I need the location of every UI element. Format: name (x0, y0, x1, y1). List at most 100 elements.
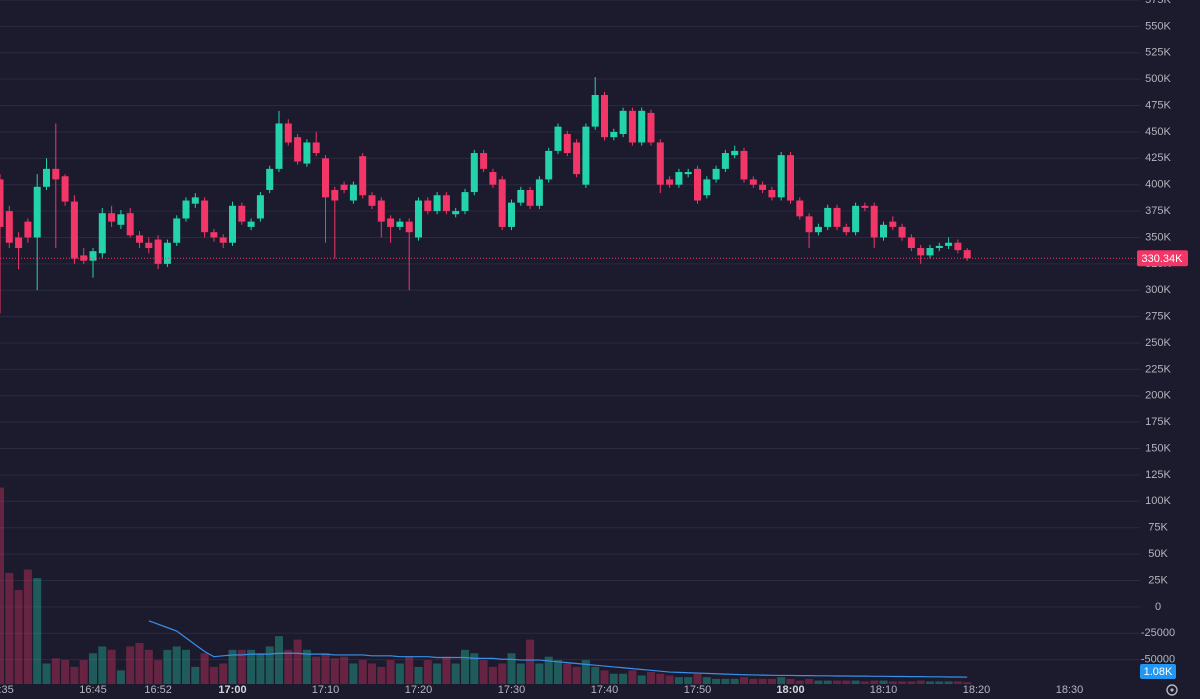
volume-bar (888, 681, 897, 684)
y-tick-label: 350K (1145, 231, 1171, 243)
candle-body (740, 150, 748, 180)
volume-bar (516, 663, 525, 684)
candle-body (442, 195, 450, 212)
candle-body (805, 216, 813, 233)
volume-bar (340, 656, 349, 684)
candle-body (535, 179, 543, 206)
candle-body (508, 202, 515, 227)
volume-bar (98, 646, 107, 684)
candle-body (573, 142, 581, 175)
candle-body (182, 200, 190, 219)
volume-bar (349, 663, 358, 684)
candle-body (405, 221, 413, 233)
candle-body (945, 242, 953, 246)
volume-bar (209, 666, 218, 684)
volume-bar (433, 663, 442, 684)
candle-body (777, 155, 785, 198)
candle-body (424, 200, 432, 212)
candle-body (694, 168, 701, 201)
candle-body (684, 172, 692, 175)
candle-body (154, 239, 162, 264)
volume-bar (182, 649, 190, 684)
volume-bar (554, 660, 562, 684)
candle-body (489, 172, 497, 185)
settings-icon-dot (1170, 688, 1174, 692)
volume-bar (302, 649, 311, 684)
candle-body (201, 200, 209, 233)
candle-body (498, 179, 506, 227)
volume-bar (879, 680, 888, 684)
candle-body (136, 235, 143, 243)
candle-body (907, 237, 915, 249)
volume-bar (23, 569, 32, 684)
volume-bar (665, 675, 674, 684)
volume-bar (5, 572, 14, 684)
x-tick-label: 17:10 (312, 684, 340, 696)
volume-bar (89, 653, 97, 684)
candle-body (117, 214, 125, 225)
volume-bar (851, 680, 860, 684)
y-tick-label: 300K (1145, 284, 1171, 296)
volume-bar (870, 680, 879, 684)
candle-body (303, 142, 311, 164)
volume-bar (284, 649, 293, 684)
y-tick-label: -25000 (1141, 627, 1175, 639)
volume-bar (135, 643, 144, 684)
candle-body (452, 211, 460, 215)
candle-body (266, 168, 274, 190)
candle-body (889, 221, 897, 227)
candle-body (935, 245, 943, 249)
candle-body (842, 226, 850, 233)
x-tick-label: 18:30 (1056, 684, 1084, 696)
price-axis-panel (1140, 0, 1200, 699)
candle-body (349, 184, 357, 201)
candle-body (480, 153, 488, 169)
volume-bar (823, 680, 832, 684)
volume-bar (33, 578, 42, 684)
candle-body (638, 110, 646, 143)
candle-body (368, 195, 376, 206)
y-tick-label: 500K (1145, 73, 1171, 85)
x-tick-label: 16:52 (144, 684, 172, 696)
volume-bar (544, 656, 553, 684)
y-tick-label: 75K (1148, 522, 1168, 534)
volume-bar (70, 666, 79, 684)
candle-body (563, 134, 571, 154)
candle-body (89, 251, 97, 261)
candle-body (712, 168, 720, 180)
volume-bar (479, 660, 488, 684)
settings-icon-ring (1166, 684, 1178, 696)
volume-bar (237, 649, 246, 684)
candle-body (731, 150, 739, 156)
settings-icon[interactable] (1166, 684, 1178, 696)
y-tick-label: 25K (1148, 574, 1168, 586)
y-tick-label: 400K (1145, 179, 1171, 191)
volume-bar (591, 666, 600, 684)
volume-bar (795, 680, 804, 684)
volume-bar (507, 653, 516, 684)
candle-body (898, 226, 906, 238)
candle-body (703, 179, 711, 196)
candle-body (108, 213, 116, 222)
candle-body (880, 224, 887, 238)
volume-bar (377, 666, 386, 684)
y-tick-label: 150K (1145, 442, 1171, 454)
candle-body (163, 242, 171, 264)
x-tick-label: 16:45 (79, 684, 107, 696)
candle-body (582, 126, 590, 185)
candle-body (517, 189, 525, 203)
volume-bar (721, 678, 730, 684)
candle-body (70, 201, 78, 259)
volume-bar (712, 678, 721, 684)
candle-body (256, 195, 264, 219)
candle-body (340, 184, 348, 190)
candle-body (870, 205, 878, 238)
volume-bar (619, 673, 628, 684)
volume-bar (61, 660, 70, 684)
volume-bar (256, 653, 265, 684)
volume-bar (953, 681, 962, 684)
volume-bar (116, 670, 125, 684)
last-volume-label: 1.08K (1144, 666, 1173, 678)
volume-bar (916, 680, 925, 684)
volume-bar (963, 682, 972, 684)
